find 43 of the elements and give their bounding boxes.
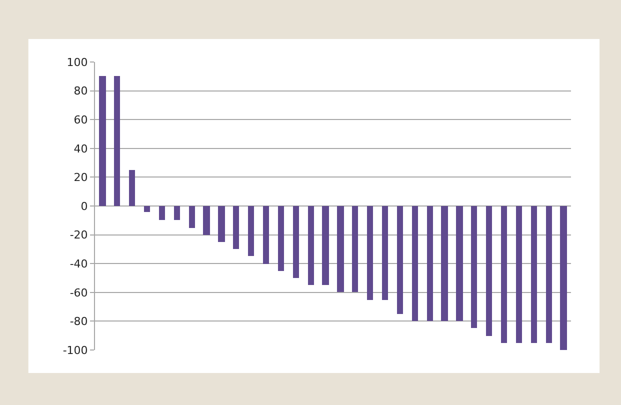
bar (352, 206, 358, 292)
bar (367, 206, 373, 300)
y-tick-label: 0 (80, 200, 88, 213)
bar (546, 206, 552, 343)
bar (278, 206, 284, 271)
bar (441, 206, 448, 321)
y-tick-label: -40 (70, 257, 88, 270)
bar (427, 206, 433, 321)
bar (486, 206, 492, 336)
y-tick-label: 60 (74, 113, 88, 126)
bar (516, 206, 522, 343)
y-tick-label: 100 (66, 56, 88, 69)
bar (129, 170, 135, 206)
y-tick-label: -60 (70, 286, 88, 300)
bar (159, 206, 165, 220)
y-tick-label: -100 (62, 344, 88, 357)
bar (248, 206, 254, 256)
y-tick-label: 80 (74, 84, 88, 98)
y-tick-label: -80 (70, 315, 88, 328)
y-tick-label: 40 (74, 142, 88, 156)
bar (337, 206, 344, 292)
bar (263, 206, 269, 264)
y-tick-label: 20 (74, 171, 88, 184)
bar (397, 206, 403, 314)
bar (531, 206, 537, 343)
bar (189, 206, 195, 228)
bar (99, 76, 106, 206)
y-tick-label: -20 (70, 228, 88, 242)
bar (293, 206, 299, 278)
bar (174, 206, 180, 220)
bar (114, 76, 120, 206)
bar (144, 206, 150, 212)
bar (218, 206, 225, 242)
bar (560, 206, 567, 350)
bar (308, 206, 314, 285)
bar (203, 206, 210, 235)
bar (501, 206, 507, 343)
bar (322, 206, 329, 285)
bar (233, 206, 239, 249)
bar (412, 206, 418, 321)
bar (456, 206, 463, 321)
bar (382, 206, 388, 300)
bar (471, 206, 477, 328)
